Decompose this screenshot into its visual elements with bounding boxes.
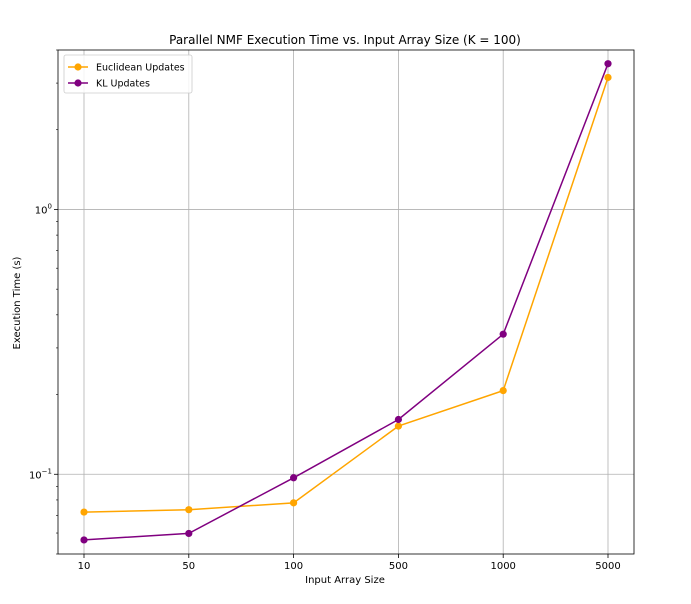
data-point — [394, 415, 402, 424]
series-layer — [80, 60, 612, 544]
data-point — [499, 386, 507, 395]
data-point — [290, 499, 298, 507]
y-tick-label-base: 10 — [35, 205, 48, 216]
x-tick-label: 10 — [78, 561, 91, 572]
y-tick-label-base: 10 — [29, 470, 42, 481]
x-axis-label: Input Array Size — [305, 575, 385, 586]
x-tick-label: 1000 — [490, 561, 515, 572]
series-line — [83, 63, 609, 541]
legend-label: KL Updates — [96, 79, 150, 90]
data-point — [80, 508, 88, 516]
data-point — [185, 506, 193, 514]
data-point — [604, 60, 612, 68]
data-point — [499, 330, 507, 338]
legend-box — [63, 54, 193, 94]
chart-title: Parallel NMF Execution Time vs. Input Ar… — [169, 33, 521, 47]
plot-frame — [57, 49, 635, 555]
y-tick-label: 10−1 — [29, 467, 52, 481]
x-tick-label: 50 — [182, 561, 195, 572]
y-tick-label-exponent: 0 — [48, 202, 52, 210]
data-point — [394, 422, 402, 430]
data-point — [185, 529, 193, 538]
series-line — [83, 77, 609, 513]
y-axis-label: Execution Time (s) — [12, 256, 23, 349]
data-point — [290, 474, 298, 482]
y-tick-label-exponent: −1 — [42, 467, 52, 475]
legend-marker — [74, 79, 82, 87]
legend-label: Euclidean Updates — [96, 63, 185, 74]
x-tick-label: 100 — [284, 561, 303, 572]
data-point — [80, 536, 88, 544]
data-point — [604, 73, 612, 82]
legend-marker — [74, 63, 82, 71]
y-tick-label: 100 — [35, 202, 52, 216]
x-tick-label: 500 — [389, 561, 408, 572]
grid-layer — [58, 50, 634, 554]
x-tick-label: 5000 — [595, 561, 620, 572]
legend: Euclidean Updates KL Updates — [63, 54, 193, 94]
